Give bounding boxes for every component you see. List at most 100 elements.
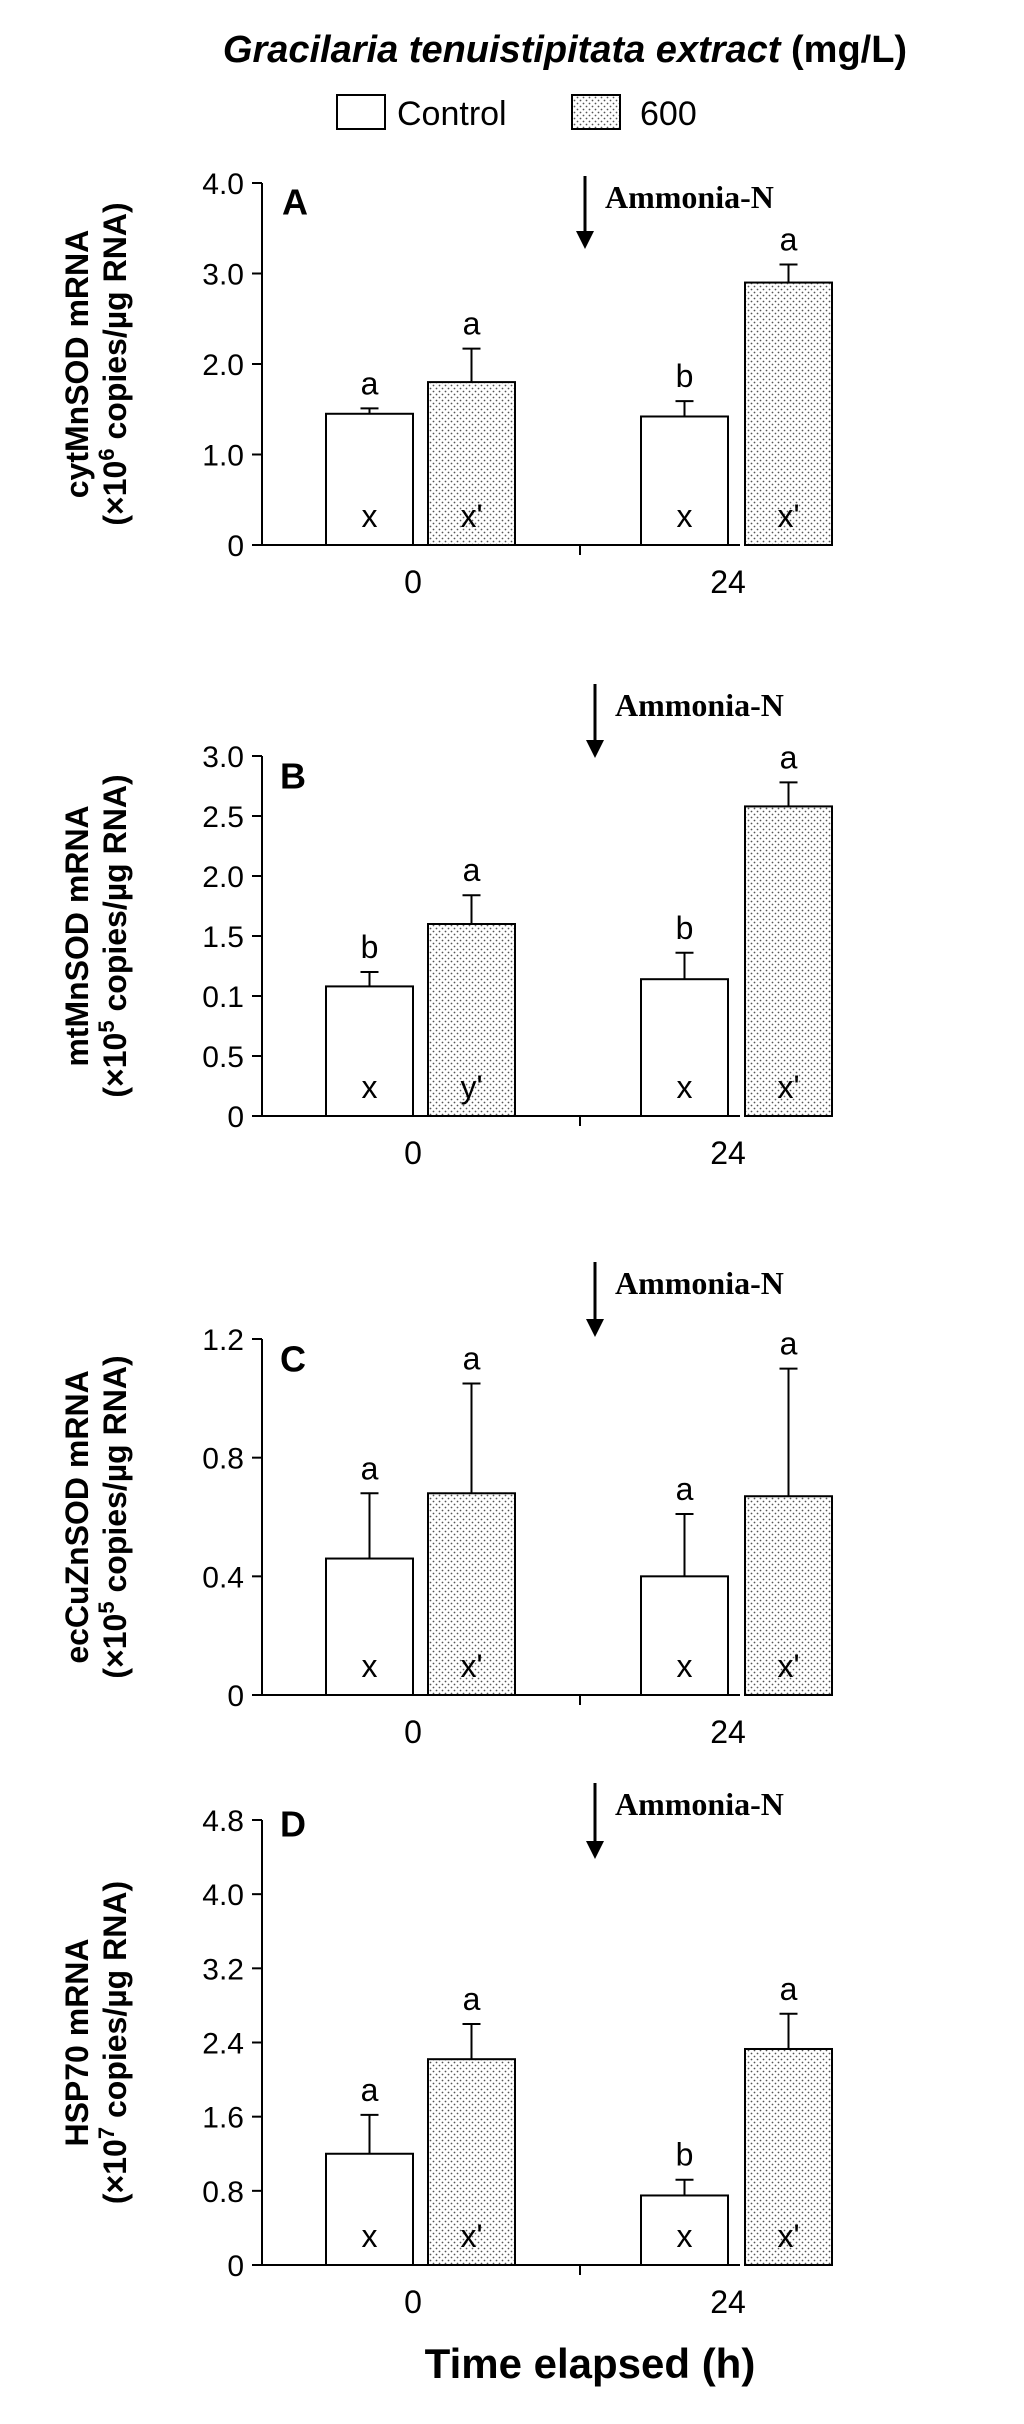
arrow-head-icon xyxy=(586,1841,604,1859)
group-letter: x xyxy=(677,2218,693,2254)
panel-letter: D xyxy=(280,1803,306,1844)
legend-swatch-control xyxy=(336,94,386,130)
y-tick-label: 2.0 xyxy=(202,861,244,894)
group-letter: x' xyxy=(777,1069,799,1105)
y-tick-label: 4.8 xyxy=(202,1805,244,1838)
legend: Control 600 xyxy=(336,94,697,133)
group-letter: x' xyxy=(777,1648,799,1684)
significance-letter: a xyxy=(780,221,798,257)
group-letter: x' xyxy=(460,1648,482,1684)
y-tick-label: 3.2 xyxy=(202,1953,244,1986)
panel-letter: C xyxy=(280,1338,306,1379)
significance-letter: b xyxy=(676,358,694,394)
figure-header: Gracilaria tenuistipitata extract (mg/L)… xyxy=(223,29,907,133)
significance-letter: a xyxy=(463,306,481,342)
y-tick-label: 3.0 xyxy=(202,741,244,774)
group-letter: x' xyxy=(777,2218,799,2254)
significance-letter: a xyxy=(780,739,798,775)
bar-control xyxy=(640,415,729,546)
group-letter: x xyxy=(677,1648,693,1684)
x-tick-label: 0 xyxy=(404,1714,422,1750)
bar-600 xyxy=(427,1492,516,1697)
group-letter: x xyxy=(362,498,378,534)
panel-letter: B xyxy=(280,755,306,796)
y-tick-label: 2.0 xyxy=(202,349,244,382)
group-letter: x' xyxy=(460,498,482,534)
y-tick-label: 3.0 xyxy=(202,259,244,292)
figure-title: Gracilaria tenuistipitata extract (mg/L) xyxy=(223,29,907,71)
y-tick-label: 1.2 xyxy=(202,1324,244,1357)
x-tick-label: 24 xyxy=(710,1135,746,1171)
bar-control xyxy=(640,2194,729,2266)
group-letter: x xyxy=(362,1648,378,1684)
y-tick-label: 0.8 xyxy=(202,2176,244,2209)
y-tick-label: 1.0 xyxy=(202,440,244,473)
title-unit: (mg/L) xyxy=(780,29,907,71)
y-tick-label: 0 xyxy=(227,1680,244,1713)
arrow-head-icon xyxy=(586,1319,604,1337)
group-letter: y' xyxy=(460,1069,482,1105)
significance-letter: a xyxy=(361,365,379,401)
x-tick-label: 24 xyxy=(710,2284,746,2320)
y-tick-label: 2.5 xyxy=(202,801,244,834)
bar-control xyxy=(325,985,414,1118)
group-letter: x xyxy=(677,498,693,534)
group-letter: x' xyxy=(460,2218,482,2254)
bar-600 xyxy=(744,2047,833,2266)
significance-letter: b xyxy=(361,929,379,965)
y-tick-label: 4.0 xyxy=(202,168,244,201)
x-tick-label: 24 xyxy=(710,564,746,600)
arrow-head-icon xyxy=(586,740,604,758)
group-letter: x' xyxy=(777,498,799,534)
panel-c: 0 0.4 0.8 1.2 0 24 a x a x a x' a x' C Ammonia-N ecCuZnS… xyxy=(59,1262,833,1750)
y-tick-label: 2.4 xyxy=(202,2028,244,2061)
y-axis-label: ecCuZnSOD mRNA(×105 copies/µg RNA) xyxy=(59,1355,133,1678)
significance-letter: a xyxy=(780,1971,798,2007)
y-tick-label: 0.4 xyxy=(202,1561,244,1594)
significance-letter: a xyxy=(361,2072,379,2108)
y-tick-label: 0 xyxy=(227,530,244,563)
x-axis-label: Time elapsed (h) xyxy=(425,2340,756,2387)
legend-label-control: Control xyxy=(397,95,507,133)
y-tick-label: 0.5 xyxy=(202,1041,244,1074)
group-letter: x xyxy=(677,1069,693,1105)
y-axis-label: cytMnSOD mRNA(×106 copies/µg RNA) xyxy=(59,202,133,525)
title-species: Gracilaria tenuistipitata extract xyxy=(223,29,782,71)
bar-600 xyxy=(744,281,833,546)
legend-label-600: 600 xyxy=(640,95,697,133)
y-tick-label: 0 xyxy=(227,2250,244,2283)
bar-600 xyxy=(427,923,516,1117)
group-letter: x xyxy=(362,1069,378,1105)
significance-letter: b xyxy=(676,2137,694,2173)
y-tick-label: 1.6 xyxy=(202,2102,244,2135)
significance-letter: b xyxy=(676,910,694,946)
arrow-head-icon xyxy=(576,231,594,249)
x-tick-label: 24 xyxy=(710,1714,746,1750)
panels: 0 1.0 2.0 3.0 4.0 0 24 a x b x a x' a x' A Ammonia-N cytM… xyxy=(59,168,833,2320)
bar-control xyxy=(325,1557,414,1696)
x-tick-label: 0 xyxy=(404,564,422,600)
bar-control xyxy=(640,1575,729,1697)
panel-b: 0 0.5 0.1 1.5 2.0 2.5 3.0 0 24 b x b x a y' a x' B Ammonia… xyxy=(59,684,833,1171)
significance-letter: a xyxy=(463,1981,481,2017)
x-tick-label: 0 xyxy=(404,1135,422,1171)
significance-letter: a xyxy=(780,1326,798,1362)
x-tick-label: 0 xyxy=(404,2284,422,2320)
y-tick-label: 0 xyxy=(227,1101,244,1134)
bar-600 xyxy=(427,2058,516,2266)
annotation-ammonia: Ammonia-N xyxy=(605,179,774,215)
significance-letter: a xyxy=(676,1471,694,1507)
panel-a: 0 1.0 2.0 3.0 4.0 0 24 a x b x a x' a x' A Ammonia-N cytM… xyxy=(59,168,833,600)
y-axis-label: mtMnSOD mRNA(×105 copies/µg RNA) xyxy=(59,774,133,1097)
significance-letter: a xyxy=(361,1450,379,1486)
group-letter: x xyxy=(362,2218,378,2254)
annotation-ammonia: Ammonia-N xyxy=(615,1786,784,1822)
y-tick-label: 0.8 xyxy=(202,1443,244,1476)
y-tick-label: 4.0 xyxy=(202,1879,244,1912)
bar-control xyxy=(640,978,729,1118)
bar-600 xyxy=(744,805,833,1118)
panel-letter: A xyxy=(282,181,308,222)
y-tick-label: 0.1 xyxy=(202,981,244,1014)
bar-control xyxy=(325,2152,414,2266)
